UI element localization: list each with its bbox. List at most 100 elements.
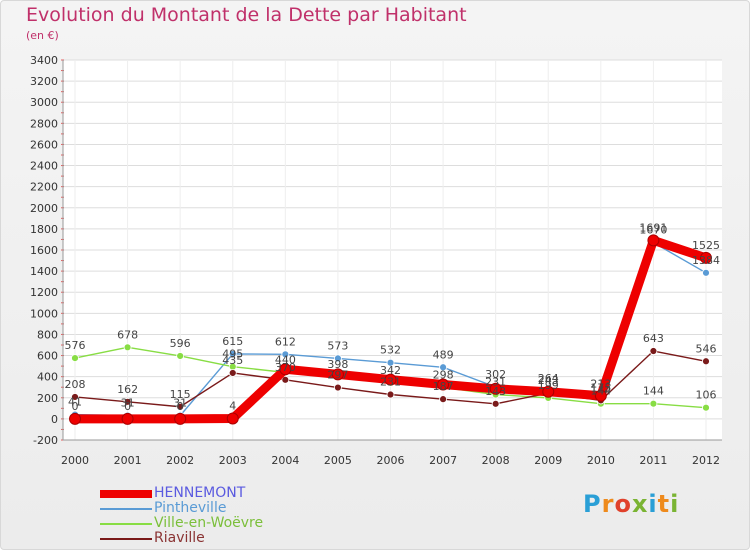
data-label: 612 — [275, 335, 296, 348]
data-label: 596 — [170, 337, 191, 350]
legend-label: Pintheville — [154, 500, 227, 516]
data-label: 302 — [485, 368, 506, 381]
data-label: 573 — [327, 339, 348, 352]
logo-letter: i — [648, 490, 658, 518]
data-label: 4 — [229, 399, 236, 412]
y-tick-label: 800 — [37, 328, 58, 341]
x-tick-label: 2006 — [377, 454, 405, 467]
data-point — [702, 268, 710, 277]
data-label: 231 — [485, 376, 506, 389]
data-point — [281, 350, 290, 359]
data-label: 615 — [222, 335, 243, 348]
legend-label: HENNEMONT — [154, 485, 246, 501]
logo-letter: r — [601, 490, 615, 518]
legend-label: Riaville — [154, 530, 205, 546]
x-tick-label: 2005 — [324, 454, 352, 467]
data-label: 495 — [222, 348, 243, 361]
data-point — [281, 375, 290, 384]
data-label: 440 — [275, 353, 296, 366]
data-point — [71, 393, 79, 401]
logo-letter: t — [657, 490, 671, 518]
legend-swatch — [100, 508, 152, 510]
x-tick-label: 2001 — [114, 454, 142, 467]
data-point — [334, 354, 342, 363]
data-point — [437, 378, 450, 391]
y-tick-label: 2200 — [30, 181, 58, 194]
data-label: 187 — [433, 380, 454, 393]
data-point — [71, 354, 79, 362]
logo-letter: i — [670, 490, 680, 518]
data-point — [123, 397, 132, 406]
data-label: 643 — [643, 332, 664, 345]
data-label: 1384 — [692, 254, 720, 267]
data-point — [226, 412, 239, 425]
chart-unit: (en €) — [26, 29, 59, 42]
data-label: 41 — [68, 396, 82, 409]
data-label: 398 — [327, 358, 348, 371]
data-label: 0 — [124, 400, 131, 413]
x-tick-label: 2008 — [482, 454, 510, 467]
data-point — [279, 363, 292, 376]
x-tick-label: 2003 — [219, 454, 247, 467]
data-label: 1525 — [692, 239, 720, 252]
y-tick-label: 2400 — [30, 160, 58, 173]
y-tick-label: 3400 — [30, 54, 58, 67]
data-label: 298 — [433, 368, 454, 381]
data-label: 231 — [380, 376, 401, 389]
data-label: 0 — [72, 400, 79, 413]
y-tick-label: 200 — [37, 392, 58, 405]
data-label: 546 — [696, 342, 717, 355]
data-point — [647, 234, 660, 247]
chart-title: Evolution du Montant de la Dette par Hab… — [26, 4, 467, 26]
y-tick-label: 400 — [37, 371, 58, 384]
data-point — [121, 412, 134, 425]
data-label: 115 — [170, 388, 191, 401]
data-label: 243 — [538, 374, 559, 387]
data-label: 264 — [538, 372, 559, 385]
x-tick-label: 2002 — [166, 454, 194, 467]
y-tick-label: 2800 — [30, 117, 58, 130]
data-label: 144 — [643, 385, 664, 398]
data-point — [649, 399, 658, 408]
data-label: 678 — [117, 328, 138, 341]
legend-swatch — [100, 490, 152, 498]
data-point — [334, 383, 342, 392]
data-label: 199 — [538, 379, 559, 392]
x-tick-label: 2000 — [61, 454, 89, 467]
x-tick-label: 2010 — [587, 454, 615, 467]
y-tick-label: -200 — [33, 434, 58, 447]
data-point — [228, 369, 237, 377]
data-point — [176, 352, 185, 360]
x-tick-label: 2012 — [692, 454, 720, 467]
y-tick-label: 1600 — [30, 244, 58, 257]
data-label: 532 — [380, 344, 401, 357]
x-tick-label: 2007 — [429, 454, 457, 467]
y-tick-label: 0 — [51, 413, 58, 426]
data-point — [702, 403, 710, 412]
data-label: 143 — [485, 385, 506, 398]
data-label: 342 — [380, 364, 401, 377]
data-label: 435 — [222, 354, 243, 367]
y-tick-label: 1400 — [30, 265, 58, 278]
legend-swatch — [100, 538, 152, 540]
proxiti-logo: Proxiti — [583, 490, 679, 518]
data-label: 106 — [696, 389, 717, 402]
data-label: 31 — [173, 397, 187, 410]
data-label: 1670 — [639, 224, 667, 237]
legend-label: Ville-en-Woëvre — [154, 515, 264, 531]
data-point — [594, 389, 607, 402]
y-tick-label: 1000 — [30, 307, 58, 320]
y-tick-label: 1800 — [30, 223, 58, 236]
data-point — [69, 412, 81, 425]
data-label: 213 — [590, 377, 611, 390]
y-tick-label: 3000 — [30, 96, 58, 109]
legend-swatch — [100, 523, 152, 525]
logo-letter: x — [631, 490, 649, 518]
data-point — [700, 251, 712, 264]
data-label: 297 — [327, 369, 348, 382]
data-label: 175 — [590, 381, 611, 394]
y-tick-label: 1200 — [30, 286, 58, 299]
data-point — [331, 368, 344, 381]
data-point — [386, 358, 395, 367]
data-point — [649, 347, 658, 355]
